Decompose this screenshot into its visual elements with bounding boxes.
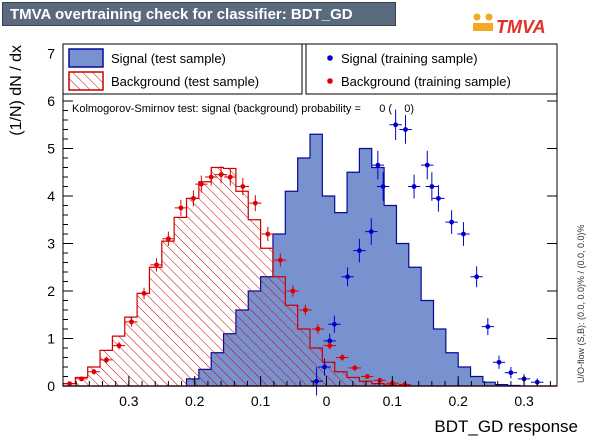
background-train-point	[290, 288, 296, 294]
background-train-point	[265, 231, 271, 237]
background-train-point	[67, 381, 72, 387]
background-train-point	[178, 205, 184, 211]
plot-area	[62, 109, 557, 396]
logo-dot-1	[473, 13, 481, 21]
x-tick-label: 0.3	[514, 393, 534, 409]
y-tick-label: 0	[47, 378, 55, 394]
background-train-point	[198, 181, 204, 187]
legend-marker-signal-train	[327, 55, 333, 61]
tmva-logo: TMVA	[473, 13, 546, 37]
y-tick-label: 2	[47, 283, 55, 299]
legend-label-signal-test: Signal (test sample)	[111, 51, 226, 66]
background-train-point	[104, 357, 109, 363]
background-train-point	[91, 369, 97, 375]
background-train-point	[315, 326, 321, 332]
x-tick-label: 0.3	[119, 393, 139, 409]
background-train-point	[364, 374, 370, 379]
overflow-note: U/O-flow (S,B): (0.0, 0.0)% / (0.0, 0.0)…	[576, 224, 586, 383]
background-train-point	[191, 195, 196, 201]
background-train-point	[302, 307, 308, 313]
signal-train-point	[424, 162, 430, 168]
legend-marker-background-train	[327, 78, 333, 84]
signal-train-point	[474, 274, 480, 280]
background-train-point	[252, 200, 258, 206]
y-tick-label: 5	[47, 141, 55, 157]
x-tick-label: 0.1	[251, 393, 271, 409]
background-train-point	[116, 343, 122, 349]
signal-train-point	[429, 184, 435, 189]
signal-train-point	[331, 321, 337, 327]
background-train-point	[352, 365, 358, 371]
background-train-point	[129, 319, 134, 325]
signal-train-point	[403, 127, 408, 132]
background-train-point	[79, 376, 84, 382]
background-train-point	[154, 262, 159, 268]
signal-train-point	[375, 162, 381, 168]
y-tick-label: 4	[47, 188, 55, 204]
plot-title: TMVA overtraining check for classifier: …	[10, 6, 353, 23]
legend-swatch-signal-test	[68, 48, 104, 68]
legend-swatch-background-test	[68, 71, 104, 91]
signal-train-point	[345, 274, 350, 280]
background-train-point	[377, 377, 383, 383]
x-axis-title: BDT_GD response	[434, 417, 578, 436]
plot-title-box: TMVA overtraining check for classifier: …	[2, 2, 396, 26]
signal-train-point	[485, 324, 491, 330]
signal-train-point	[411, 184, 417, 189]
ks-test-annotation: Kolmogorov-Smirnov test: signal (backgro…	[72, 103, 414, 115]
y-tick-label: 1	[47, 331, 55, 347]
y-tick-label: 7	[47, 46, 55, 62]
signal-train-point	[357, 248, 362, 254]
y-tick-label: 6	[47, 93, 55, 109]
signal-train-point	[496, 359, 502, 365]
signal-train-point	[436, 195, 441, 201]
legend-label-signal-train: Signal (training sample)	[341, 51, 478, 66]
signal-train-point	[461, 231, 466, 237]
x-tick-label: 0.2	[448, 393, 468, 409]
logo-text: TMVA	[496, 17, 546, 37]
background-train-point	[227, 174, 233, 180]
signal-train-point	[368, 229, 374, 235]
y-axis-title: (1/N) dN / dx	[8, 45, 25, 136]
y-tick-label: 3	[47, 236, 55, 252]
signal-train-point	[380, 184, 386, 189]
background-train-point	[277, 257, 283, 263]
background-train-point	[327, 343, 333, 349]
signal-train-point	[449, 219, 455, 225]
legend-box-right	[305, 43, 558, 95]
x-tick-label: 0.2	[185, 393, 205, 409]
background-train-point	[165, 236, 171, 242]
signal-train-point	[393, 122, 399, 128]
background-train-point	[218, 172, 224, 178]
legend-label-background-test: Background (test sample)	[111, 74, 259, 89]
background-train-point	[240, 184, 246, 189]
x-tick-label: 0	[323, 393, 331, 409]
signal-train-point	[508, 370, 514, 376]
background-train-point	[208, 174, 214, 180]
signal-train-point	[327, 338, 333, 344]
signal-train-point	[314, 378, 319, 384]
logo-bar	[473, 23, 493, 31]
signal-train-point	[322, 364, 327, 370]
background-train-point	[339, 355, 345, 360]
background-train-point	[141, 290, 147, 296]
x-tick-label: 0.1	[383, 393, 403, 409]
legend-label-background-train: Background (training sample)	[341, 74, 511, 89]
logo-dot-2	[485, 13, 493, 21]
